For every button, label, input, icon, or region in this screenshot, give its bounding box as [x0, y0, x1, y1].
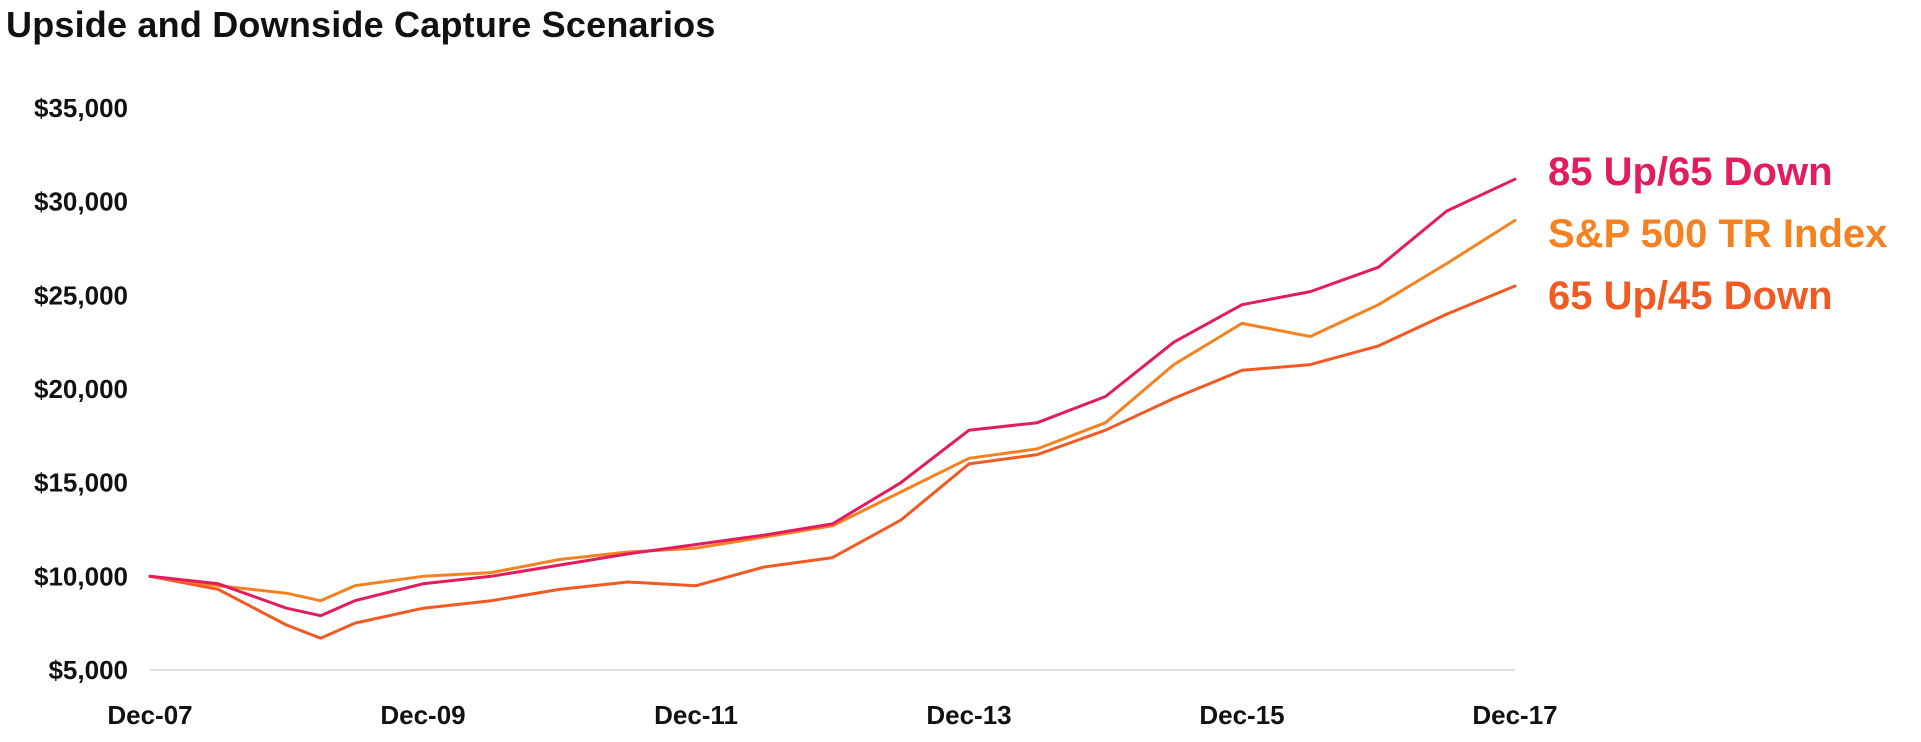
y-tick-label: $15,000	[34, 468, 128, 498]
x-tick-label: Dec-09	[380, 700, 465, 730]
series-lines	[148, 177, 1517, 640]
legend: 85 Up/65 Down S&P 500 TR Index 65 Up/45 Do…	[1548, 150, 1887, 318]
y-tick-label: $30,000	[34, 187, 128, 217]
x-tick-label: Dec-07	[107, 700, 192, 730]
legend-label-1: S&P 500 TR Index	[1548, 212, 1887, 256]
y-tick-label: $5,000	[48, 655, 128, 685]
x-tick-label: Dec-17	[1472, 700, 1557, 730]
y-tick-label: $35,000	[34, 93, 128, 123]
series-line-1	[148, 218, 1517, 603]
y-tick-label: $25,000	[34, 280, 128, 310]
x-tick-label: Dec-11	[654, 700, 738, 730]
chart-title: Upside and Downside Capture Scenarios	[6, 4, 716, 45]
x-tick-label: Dec-13	[926, 700, 1011, 730]
y-axis: $5,000 $10,000 $15,000 $20,000 $25,000 $30,00…	[34, 93, 1515, 685]
legend-label-0: 85 Up/65 Down	[1548, 150, 1833, 194]
legend-label-2: 65 Up/45 Down	[1548, 274, 1833, 318]
x-tick-label: Dec-15	[1199, 700, 1284, 730]
y-tick-label: $10,000	[34, 561, 128, 591]
series-line-0	[148, 177, 1517, 618]
x-axis: Dec-07 Dec-09 Dec-11 Dec-13 Dec-15 Dec-17	[107, 700, 1557, 730]
y-tick-label: $20,000	[34, 374, 128, 404]
series-line-2	[148, 284, 1517, 640]
